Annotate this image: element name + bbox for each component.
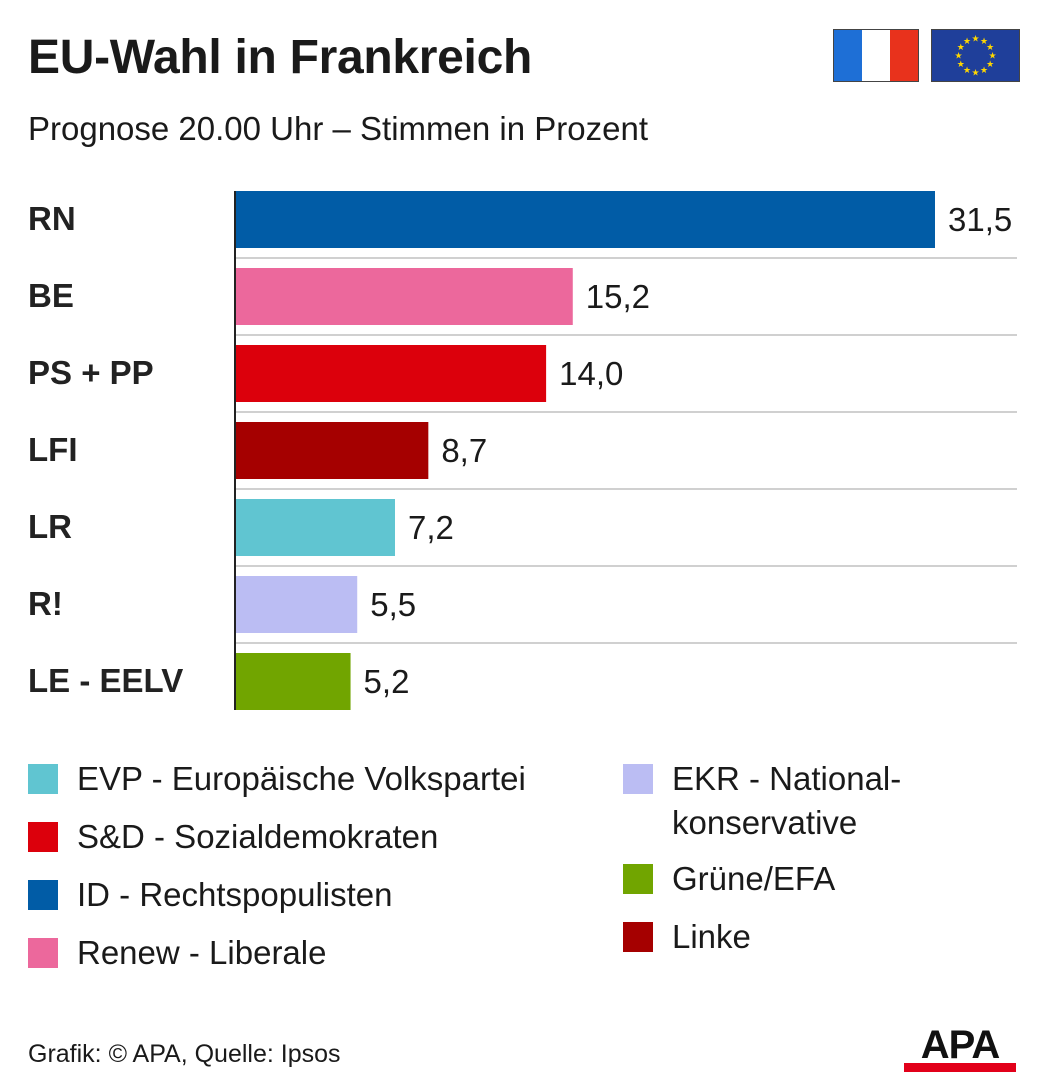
legend-item-evp: EVP - Europäische Volkspartei bbox=[28, 757, 526, 815]
category-label: LR bbox=[28, 508, 72, 545]
value-label: 7,2 bbox=[408, 509, 454, 546]
legend-swatch-renew bbox=[28, 938, 58, 968]
bar-5 bbox=[235, 499, 395, 556]
category-label: R! bbox=[28, 585, 63, 622]
eu-star-icon: ★ bbox=[971, 34, 979, 44]
legend-item-sd: S&D - Sozialdemokraten bbox=[28, 815, 526, 873]
chart-title: EU-Wahl in Frankreich bbox=[28, 31, 533, 84]
eu-star-icon: ★ bbox=[980, 36, 988, 46]
bar-4 bbox=[235, 422, 429, 479]
legend-left-column: EVP - Europäische Volkspartei S&D - Sozi… bbox=[28, 757, 526, 989]
legend-label-sd: S&D - Sozialdemokraten bbox=[77, 818, 439, 855]
legend-label-renew: Renew - Liberale bbox=[77, 934, 327, 971]
eu-star-icon: ★ bbox=[980, 65, 988, 75]
bar-6 bbox=[235, 576, 358, 633]
apa-logo-text: APA bbox=[921, 1023, 1000, 1067]
legend-label-id: ID - Rechtspopulisten bbox=[77, 876, 393, 913]
legend-item-renew: Renew - Liberale bbox=[28, 931, 526, 989]
eu-star-icon: ★ bbox=[954, 51, 962, 61]
category-label: LE - EELV bbox=[28, 662, 183, 699]
source-footer: Grafik: © APA, Quelle: Ipsos bbox=[28, 1040, 341, 1068]
legend-swatch-left bbox=[623, 922, 653, 952]
legend-item-left: Linke bbox=[623, 915, 901, 973]
legend-swatch-id bbox=[28, 880, 58, 910]
category-label: LFI bbox=[28, 431, 77, 468]
bar-chart: RN 31,5 BE 15,2 PS + PP 14,0 LFI 8,7 LR 7,2 R! 5,5 L… bbox=[28, 191, 1017, 710]
category-label: PS + PP bbox=[28, 354, 154, 391]
eu-star-icon: ★ bbox=[971, 68, 979, 78]
legend-right-column: EKR - National- konservative Grüne/EFA L… bbox=[623, 757, 901, 973]
eu-star-icon: ★ bbox=[957, 42, 965, 52]
eu-flag-icon: ★ ★ ★ ★ ★ ★ ★ ★ ★ ★ ★ ★ bbox=[931, 29, 1020, 82]
bar-1 bbox=[235, 191, 935, 248]
legend-swatch-ekr bbox=[623, 764, 653, 794]
eu-star-icon: ★ bbox=[963, 65, 971, 75]
legend-label-evp: EVP - Europäische Volkspartei bbox=[77, 760, 526, 797]
legend-swatch-greens bbox=[623, 864, 653, 894]
value-label: 5,5 bbox=[370, 586, 416, 623]
bar-7 bbox=[235, 653, 351, 710]
legend-swatch-sd bbox=[28, 822, 58, 852]
value-label: 31,5 bbox=[948, 201, 1012, 238]
eu-star-icon: ★ bbox=[988, 51, 996, 61]
bar-2 bbox=[235, 268, 573, 325]
legend-label-left: Linke bbox=[672, 918, 751, 955]
france-flag-icon bbox=[833, 29, 919, 82]
eu-star-icon: ★ bbox=[957, 59, 965, 69]
legend-item-greens: Grüne/EFA bbox=[623, 857, 901, 915]
legend-item-id: ID - Rechtspopulisten bbox=[28, 873, 526, 931]
legend-swatch-evp bbox=[28, 764, 58, 794]
value-label: 5,2 bbox=[364, 663, 410, 700]
bar-3 bbox=[235, 345, 547, 402]
value-label: 8,7 bbox=[441, 432, 487, 469]
value-label: 15,2 bbox=[586, 278, 650, 315]
value-label: 14,0 bbox=[559, 355, 623, 392]
legend-label-greens: Grüne/EFA bbox=[672, 860, 836, 897]
eu-star-icon: ★ bbox=[986, 59, 994, 69]
category-label: RN bbox=[28, 200, 76, 237]
legend-item-ekr: EKR - National- konservative bbox=[623, 757, 901, 857]
category-label: BE bbox=[28, 277, 74, 314]
eu-star-icon: ★ bbox=[963, 36, 971, 46]
chart-subtitle: Prognose 20.00 Uhr – Stimmen in Prozent bbox=[28, 110, 648, 147]
eu-star-icon: ★ bbox=[986, 42, 994, 52]
apa-logo: APA bbox=[904, 1023, 1016, 1072]
legend-label-ekr: EKR - National- konservative bbox=[672, 760, 902, 841]
